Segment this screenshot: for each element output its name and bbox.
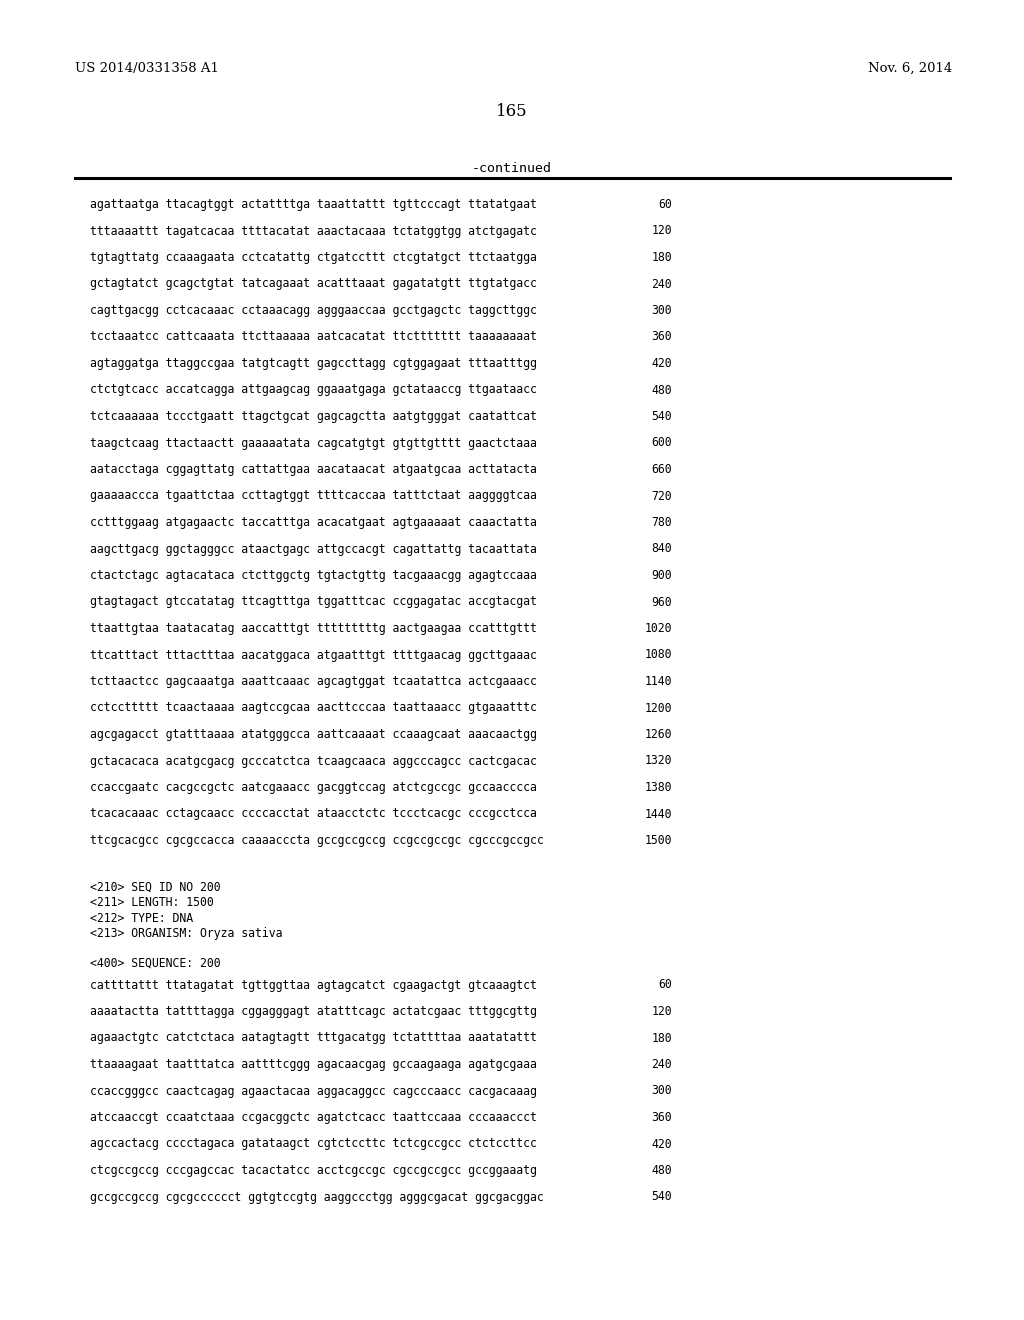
Text: gctagtatct gcagctgtat tatcagaaat acatttaaat gagatatgtt ttgtatgacc: gctagtatct gcagctgtat tatcagaaat acattta…: [90, 277, 537, 290]
Text: 60: 60: [658, 198, 672, 211]
Text: aaaatactta tattttagga cggagggagt atatttcagc actatcgaac tttggcgttg: aaaatactta tattttagga cggagggagt atatttc…: [90, 1005, 537, 1018]
Text: gctacacaca acatgcgacg gcccatctca tcaagcaaca aggcccagcc cactcgacac: gctacacaca acatgcgacg gcccatctca tcaagca…: [90, 755, 537, 767]
Text: 1200: 1200: [644, 701, 672, 714]
Text: 300: 300: [651, 1085, 672, 1097]
Text: gccgccgccg cgcgcccccct ggtgtccgtg aaggccctgg agggcgacat ggcgacggac: gccgccgccg cgcgcccccct ggtgtccgtg aaggcc…: [90, 1191, 544, 1204]
Text: tgtagttatg ccaaagaata cctcatattg ctgatccttt ctcgtatgct ttctaatgga: tgtagttatg ccaaagaata cctcatattg ctgatcc…: [90, 251, 537, 264]
Text: 120: 120: [651, 224, 672, 238]
Text: ctcgccgccg cccgagccac tacactatcc acctcgccgc cgccgccgcc gccggaaatg: ctcgccgccg cccgagccac tacactatcc acctcgc…: [90, 1164, 537, 1177]
Text: aatacctaga cggagttatg cattattgaa aacataacat atgaatgcaa acttatacta: aatacctaga cggagttatg cattattgaa aacataa…: [90, 463, 537, 477]
Text: 480: 480: [651, 1164, 672, 1177]
Text: ccaccgaatc cacgccgctc aatcgaaacc gacggtccag atctcgccgc gccaacccca: ccaccgaatc cacgccgctc aatcgaaacc gacggtc…: [90, 781, 537, 795]
Text: gtagtagact gtccatatag ttcagtttga tggatttcac ccggagatac accgtacgat: gtagtagact gtccatatag ttcagtttga tggattt…: [90, 595, 537, 609]
Text: 960: 960: [651, 595, 672, 609]
Text: agcgagacct gtatttaaaa atatgggcca aattcaaaat ccaaagcaat aaacaactgg: agcgagacct gtatttaaaa atatgggcca aattcaa…: [90, 729, 537, 741]
Text: ttaattgtaa taatacatag aaccatttgt tttttttttg aactgaagaa ccatttgttt: ttaattgtaa taatacatag aaccatttgt ttttttt…: [90, 622, 537, 635]
Text: 1380: 1380: [644, 781, 672, 795]
Text: tttaaaattt tagatcacaa ttttacatat aaactacaaa tctatggtgg atctgagatc: tttaaaattt tagatcacaa ttttacatat aaactac…: [90, 224, 537, 238]
Text: 1020: 1020: [644, 622, 672, 635]
Text: 1080: 1080: [644, 648, 672, 661]
Text: gaaaaaccca tgaattctaa ccttagtggt ttttcaccaa tatttctaat aaggggtcaa: gaaaaaccca tgaattctaa ccttagtggt ttttcac…: [90, 490, 537, 503]
Text: 240: 240: [651, 277, 672, 290]
Text: 480: 480: [651, 384, 672, 396]
Text: ttaaaagaat taatttatca aattttcggg agacaacgag gccaagaaga agatgcgaaa: ttaaaagaat taatttatca aattttcggg agacaac…: [90, 1059, 537, 1071]
Text: ttcatttact tttactttaa aacatggaca atgaatttgt ttttgaacag ggcttgaaac: ttcatttact tttactttaa aacatggaca atgaatt…: [90, 648, 537, 661]
Text: -continued: -continued: [472, 162, 552, 176]
Text: <210> SEQ ID NO 200: <210> SEQ ID NO 200: [90, 880, 220, 894]
Text: 300: 300: [651, 304, 672, 317]
Text: Nov. 6, 2014: Nov. 6, 2014: [867, 62, 952, 75]
Text: 1140: 1140: [644, 675, 672, 688]
Text: cctccttttt tcaactaaaa aagtccgcaa aacttcccaa taattaaacc gtgaaatttc: cctccttttt tcaactaaaa aagtccgcaa aacttcc…: [90, 701, 537, 714]
Text: agccactacg cccctagaca gatataagct cgtctccttc tctcgccgcc ctctccttcc: agccactacg cccctagaca gatataagct cgtctcc…: [90, 1138, 537, 1151]
Text: ttcgcacgcc cgcgccacca caaaacccta gccgccgccg ccgccgccgc cgcccgccgcc: ttcgcacgcc cgcgccacca caaaacccta gccgccg…: [90, 834, 544, 847]
Text: US 2014/0331358 A1: US 2014/0331358 A1: [75, 62, 219, 75]
Text: 1320: 1320: [644, 755, 672, 767]
Text: 1260: 1260: [644, 729, 672, 741]
Text: tcctaaatcc cattcaaata ttcttaaaaa aatcacatat ttcttttttt taaaaaaaat: tcctaaatcc cattcaaata ttcttaaaaa aatcaca…: [90, 330, 537, 343]
Text: 600: 600: [651, 437, 672, 450]
Text: <400> SEQUENCE: 200: <400> SEQUENCE: 200: [90, 957, 220, 969]
Text: 840: 840: [651, 543, 672, 556]
Text: 900: 900: [651, 569, 672, 582]
Text: aagcttgacg ggctagggcc ataactgagc attgccacgt cagattattg tacaattata: aagcttgacg ggctagggcc ataactgagc attgcca…: [90, 543, 537, 556]
Text: agtaggatga ttaggccgaa tatgtcagtt gagccttagg cgtggagaat tttaatttgg: agtaggatga ttaggccgaa tatgtcagtt gagcctt…: [90, 356, 537, 370]
Text: ctctgtcacc accatcagga attgaagcag ggaaatgaga gctataaccg ttgaataacc: ctctgtcacc accatcagga attgaagcag ggaaatg…: [90, 384, 537, 396]
Text: cattttattt ttatagatat tgttggttaa agtagcatct cgaagactgt gtcaaagtct: cattttattt ttatagatat tgttggttaa agtagca…: [90, 978, 537, 991]
Text: 240: 240: [651, 1059, 672, 1071]
Text: 120: 120: [651, 1005, 672, 1018]
Text: tctcaaaaaa tccctgaatt ttagctgcat gagcagctta aatgtgggat caatattcat: tctcaaaaaa tccctgaatt ttagctgcat gagcagc…: [90, 411, 537, 422]
Text: tcttaactcc gagcaaatga aaattcaaac agcagtggat tcaatattca actcgaaacc: tcttaactcc gagcaaatga aaattcaaac agcagtg…: [90, 675, 537, 688]
Text: 780: 780: [651, 516, 672, 529]
Text: 180: 180: [651, 1031, 672, 1044]
Text: 720: 720: [651, 490, 672, 503]
Text: <211> LENGTH: 1500: <211> LENGTH: 1500: [90, 896, 214, 909]
Text: cctttggaag atgagaactc taccatttga acacatgaat agtgaaaaat caaactatta: cctttggaag atgagaactc taccatttga acacatg…: [90, 516, 537, 529]
Text: ctactctagc agtacataca ctcttggctg tgtactgttg tacgaaacgg agagtccaaa: ctactctagc agtacataca ctcttggctg tgtactg…: [90, 569, 537, 582]
Text: 420: 420: [651, 356, 672, 370]
Text: 540: 540: [651, 1191, 672, 1204]
Text: 180: 180: [651, 251, 672, 264]
Text: 420: 420: [651, 1138, 672, 1151]
Text: agattaatga ttacagtggt actattttga taaattattt tgttcccagt ttatatgaat: agattaatga ttacagtggt actattttga taaatta…: [90, 198, 537, 211]
Text: 360: 360: [651, 1111, 672, 1125]
Text: 60: 60: [658, 978, 672, 991]
Text: cagttgacgg cctcacaaac cctaaacagg agggaaccaa gcctgagctc taggcttggc: cagttgacgg cctcacaaac cctaaacagg agggaac…: [90, 304, 537, 317]
Text: 1500: 1500: [644, 834, 672, 847]
Text: agaaactgtc catctctaca aatagtagtt tttgacatgg tctattttaa aaatatattt: agaaactgtc catctctaca aatagtagtt tttgaca…: [90, 1031, 537, 1044]
Text: 540: 540: [651, 411, 672, 422]
Text: atccaaccgt ccaatctaaa ccgacggctc agatctcacc taattccaaa cccaaaccct: atccaaccgt ccaatctaaa ccgacggctc agatctc…: [90, 1111, 537, 1125]
Text: 165: 165: [497, 103, 527, 120]
Text: <212> TYPE: DNA: <212> TYPE: DNA: [90, 912, 194, 924]
Text: <213> ORGANISM: Oryza sativa: <213> ORGANISM: Oryza sativa: [90, 927, 283, 940]
Text: 360: 360: [651, 330, 672, 343]
Text: 1440: 1440: [644, 808, 672, 821]
Text: 660: 660: [651, 463, 672, 477]
Text: taagctcaag ttactaactt gaaaaatata cagcatgtgt gtgttgtttt gaactctaaa: taagctcaag ttactaactt gaaaaatata cagcatg…: [90, 437, 537, 450]
Text: tcacacaaac cctagcaacc ccccacctat ataacctctc tccctcacgc cccgcctcca: tcacacaaac cctagcaacc ccccacctat ataacct…: [90, 808, 537, 821]
Text: ccaccgggcc caactcagag agaactacaa aggacaggcc cagcccaacc cacgacaaag: ccaccgggcc caactcagag agaactacaa aggacag…: [90, 1085, 537, 1097]
